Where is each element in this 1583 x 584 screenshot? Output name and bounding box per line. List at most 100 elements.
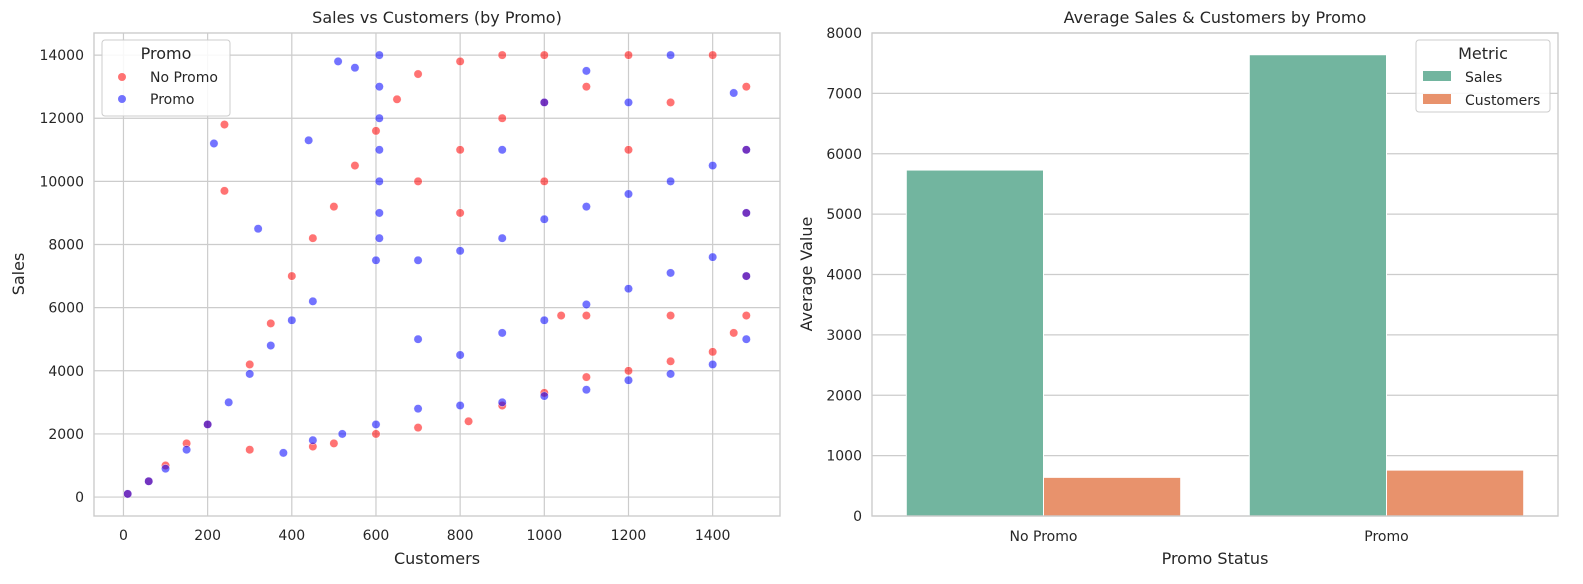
scatter-point [374,113,384,123]
bar-legend-label-customers: Customers [1465,93,1540,109]
bar-title: Average Sales & Customers by Promo [1064,8,1367,27]
scatter-point [708,347,718,357]
bar-y-ticks: 0 1000 2000 3000 4000 5000 6000 7000 8000 [826,26,862,525]
scatter-point [455,350,465,360]
scatter-point [266,319,276,328]
bar-legend-title: Metric [1458,44,1508,63]
scatter-point [337,429,347,439]
scatter-point [333,57,343,66]
scatter-point [624,284,633,294]
scatter-point [455,57,465,66]
scatter-point [374,176,384,186]
scatter-point [497,113,507,123]
scatter-point [413,255,423,265]
scatter-y-tick-label: 4000 [48,364,84,380]
scatter-point [144,476,154,486]
scatter-point [392,94,402,104]
scatter-point [308,296,318,306]
scatter-point [539,176,549,186]
scatter-point [224,397,234,407]
scatter-point [455,208,465,218]
bar-y-tick-label: 5000 [826,207,862,223]
scatter-point [497,50,507,60]
scatter-point [497,145,507,155]
bar-plot-frame [871,32,1559,517]
scatter-point [455,246,465,256]
scatter-points [123,50,751,499]
scatter-point [371,420,381,429]
scatter-point [266,341,276,350]
scatter-y-tick-label: 6000 [48,301,84,317]
scatter-y-tick-label: 8000 [48,238,84,254]
bar-legend-swatch-sales [1423,71,1451,81]
bar-y-tick-label: 8000 [826,26,862,42]
scatter-point [666,176,675,186]
scatter-point [209,139,219,148]
scatter-y-axis-label: Sales [9,253,28,296]
scatter-point [374,233,384,243]
scatter-legend-marker-promo [118,95,126,103]
scatter-point [539,214,549,224]
scatter-point [741,208,751,218]
scatter-point [497,233,507,243]
scatter-x-tick-label: 1000 [526,528,562,544]
scatter-point [278,448,288,458]
scatter-point [582,82,591,92]
scatter-point [582,300,591,309]
scatter-point [455,145,465,155]
scatter-point [582,202,591,212]
scatter-point [708,252,718,262]
scatter-y-tick-label: 14000 [39,48,84,64]
scatter-point [497,397,507,407]
bar-y-tick-label: 4000 [826,268,862,284]
scatter-x-tick-label: 600 [363,528,390,544]
scatter-point [582,311,591,320]
scatter-point [666,369,675,379]
scatter-point [253,224,263,234]
scatter-series-promo [123,50,751,499]
scatter-point [374,50,384,60]
scatter-point [308,435,318,445]
scatter-point [413,69,423,79]
bar-sales-promo [1248,54,1388,517]
bar-legend-label-sales: Sales [1465,70,1502,86]
scatter-point [182,445,191,455]
scatter-point [350,63,360,73]
scatter-point [729,328,739,338]
scatter-point [741,145,751,155]
bar-chart: No Promo Promo 0 1000 2000 3000 4000 5000 6000 7… [797,8,1559,568]
scatter-point [374,145,384,155]
bar-bars [905,54,1525,517]
bar-y-axis-label: Average Value [797,217,816,332]
bar-x-tick-label: Promo [1364,529,1408,545]
scatter-x-axis-label: Customers [394,549,480,568]
scatter-legend-box [101,39,231,117]
scatter-y-tick-label: 2000 [48,427,84,443]
scatter-legend-title: Promo [141,44,192,63]
scatter-point [708,161,718,170]
scatter-x-tick-label: 0 [119,528,128,544]
scatter-point [582,66,591,76]
scatter-y-ticks: 0 2000 4000 6000 8000 10000 12000 14000 [39,48,84,506]
scatter-point [708,360,718,369]
scatter-point [666,268,675,278]
bar-customers-promo [1386,469,1525,517]
scatter-point [464,416,473,426]
scatter-legend-marker-no-promo [118,73,126,81]
scatter-point [304,135,314,145]
bar-x-axis-label: Promo Status [1162,549,1269,568]
bar-sales-no-promo [905,169,1044,517]
bar-x-tick-label: No Promo [1010,529,1078,545]
bar-x-ticks: No Promo Promo [1010,529,1409,545]
scatter-point [624,98,633,107]
scatter-legend-label-no-promo: No Promo [150,70,218,86]
scatter-point [539,315,549,325]
scatter-x-tick-label: 200 [194,528,221,544]
scatter-point [413,334,423,344]
scatter-point [123,489,133,499]
scatter-point [413,404,423,414]
scatter-point [582,372,591,382]
bar-legend-swatch-customers [1423,94,1451,104]
scatter-point [539,98,549,107]
